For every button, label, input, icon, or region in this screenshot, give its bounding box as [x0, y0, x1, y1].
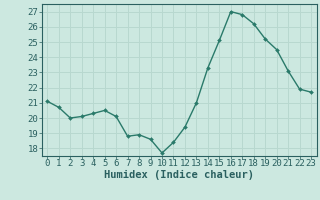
- X-axis label: Humidex (Indice chaleur): Humidex (Indice chaleur): [104, 170, 254, 180]
